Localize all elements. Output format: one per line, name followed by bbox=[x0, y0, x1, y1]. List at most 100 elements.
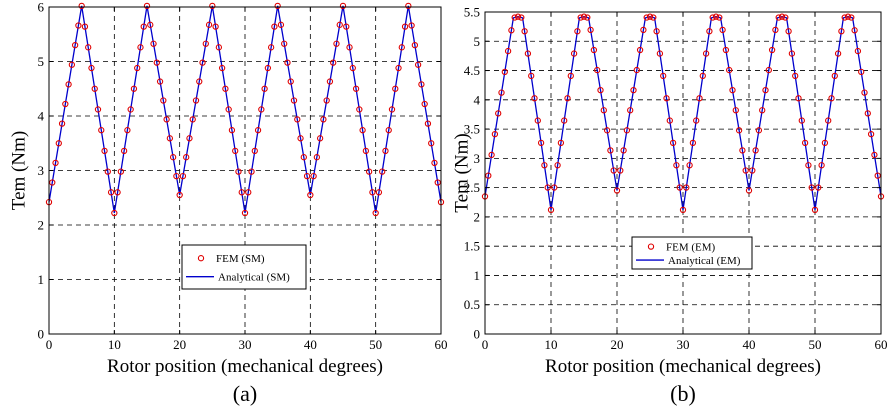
data-point-fem bbox=[666, 117, 673, 124]
data-point-fem bbox=[518, 14, 525, 21]
data-point-fem bbox=[815, 184, 822, 191]
data-point-fem bbox=[683, 184, 690, 191]
data-point-fem bbox=[372, 209, 379, 217]
data-point-fem bbox=[841, 14, 848, 21]
data-point-fem bbox=[352, 85, 360, 92]
data-point-fem bbox=[107, 189, 115, 196]
x-tick-label: 10 bbox=[108, 337, 121, 352]
data-point-fem bbox=[379, 168, 386, 175]
data-point-fem bbox=[94, 106, 102, 113]
data-point-fem bbox=[864, 110, 871, 117]
data-point-fem bbox=[521, 28, 528, 35]
data-point-fem bbox=[633, 66, 640, 74]
data-point-fem bbox=[196, 78, 203, 85]
data-point-fem bbox=[679, 206, 687, 214]
data-point-fem bbox=[874, 172, 881, 179]
data-point-fem bbox=[228, 127, 236, 134]
data-point-fem bbox=[574, 28, 581, 35]
data-point-fem bbox=[844, 13, 852, 20]
data-point-fem bbox=[561, 117, 568, 124]
data-point-fem bbox=[388, 106, 396, 113]
data-point-fem bbox=[858, 68, 865, 75]
data-point-fem bbox=[597, 87, 604, 94]
data-point-fem bbox=[577, 14, 584, 21]
data-point-fem bbox=[238, 189, 245, 196]
data-point-fem bbox=[323, 97, 330, 104]
data-point-fem bbox=[726, 66, 733, 74]
data-point-fem bbox=[782, 14, 789, 21]
y-tick-label: 2 bbox=[38, 218, 45, 233]
data-point-fem bbox=[127, 106, 134, 113]
data-point-fem bbox=[488, 151, 495, 159]
data-point-fem bbox=[183, 154, 190, 161]
data-point-fem bbox=[762, 87, 769, 94]
data-point-fem bbox=[85, 44, 92, 51]
data-point-fem bbox=[557, 139, 565, 147]
data-point-fem bbox=[825, 117, 832, 124]
x-tick-label: 50 bbox=[369, 337, 382, 352]
data-point-fem bbox=[801, 139, 809, 147]
data-point-fem bbox=[524, 50, 532, 57]
data-point-fem bbox=[346, 44, 353, 51]
data-point-fem bbox=[101, 147, 108, 155]
data-point-fem bbox=[398, 44, 405, 51]
data-point-fem bbox=[258, 106, 265, 113]
data-point-fem bbox=[699, 72, 706, 80]
data-point-fem bbox=[267, 44, 275, 51]
data-point-fem bbox=[369, 189, 376, 196]
series-line-analytical bbox=[484, 16, 882, 210]
x-tick-label: 20 bbox=[611, 337, 624, 352]
data-point-fem bbox=[199, 59, 206, 66]
data-point-fem bbox=[508, 27, 515, 34]
data-point-fem bbox=[834, 50, 842, 57]
data-point-fem bbox=[150, 40, 157, 47]
data-point-fem bbox=[511, 14, 518, 21]
data-point-fem bbox=[310, 172, 317, 180]
data-point-fem bbox=[821, 139, 829, 147]
data-point-fem bbox=[587, 26, 594, 34]
data-point-fem bbox=[551, 184, 558, 191]
data-point-fem bbox=[179, 172, 187, 180]
data-point-fem bbox=[153, 59, 160, 66]
legend-label-analytical: Analytical (SM) bbox=[218, 272, 290, 284]
data-point-fem bbox=[192, 97, 200, 104]
data-point-fem bbox=[330, 59, 337, 66]
legend-box bbox=[181, 244, 307, 290]
data-point-fem bbox=[134, 64, 141, 72]
data-point-fem bbox=[656, 50, 664, 57]
data-point-fem bbox=[630, 87, 637, 94]
data-point-fem bbox=[356, 106, 363, 113]
x-tick-label: 40 bbox=[304, 337, 317, 352]
x-tick-label: 30 bbox=[677, 337, 690, 352]
data-point-fem bbox=[169, 154, 177, 161]
data-point-fem bbox=[867, 130, 875, 138]
data-point-fem bbox=[307, 191, 314, 199]
data-point-fem bbox=[854, 47, 862, 55]
x-tick-label: 60 bbox=[875, 337, 888, 352]
data-point-fem bbox=[567, 72, 574, 80]
data-point-fem bbox=[424, 120, 432, 127]
data-point-fem bbox=[613, 187, 621, 194]
data-point-fem bbox=[640, 26, 647, 34]
legend-label-analytical: Analytical (EM) bbox=[668, 255, 741, 267]
legend-marker-fem bbox=[197, 255, 205, 262]
x-tick-label: 10 bbox=[545, 337, 558, 352]
data-point-fem bbox=[831, 72, 838, 80]
data-point-fem bbox=[775, 14, 782, 21]
data-point-fem bbox=[716, 14, 723, 21]
data-point-fem bbox=[686, 162, 693, 169]
data-point-fem bbox=[729, 87, 736, 94]
data-point-fem bbox=[71, 42, 79, 49]
data-point-fem bbox=[343, 23, 350, 30]
y-tick-label: 3.5 bbox=[464, 122, 480, 137]
data-point-fem bbox=[792, 72, 799, 80]
data-point-fem bbox=[241, 209, 249, 217]
data-point-fem bbox=[828, 95, 835, 102]
data-point-fem bbox=[495, 110, 502, 117]
data-point-fem bbox=[248, 168, 255, 175]
data-point-fem bbox=[603, 127, 611, 134]
data-point-fem bbox=[570, 50, 578, 57]
data-point-fem bbox=[544, 184, 551, 191]
data-point-fem bbox=[49, 179, 56, 186]
data-point-fem bbox=[176, 191, 183, 199]
